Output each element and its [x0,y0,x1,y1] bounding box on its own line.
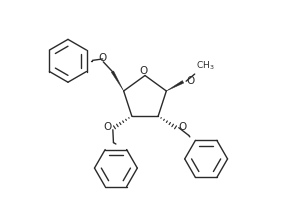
Text: CH$_3$: CH$_3$ [196,60,215,72]
Polygon shape [111,71,124,91]
Text: O: O [103,122,111,132]
Text: O: O [186,76,195,86]
Text: O: O [99,53,107,63]
Text: O: O [140,66,148,76]
Text: O: O [179,122,187,132]
Polygon shape [166,81,184,91]
